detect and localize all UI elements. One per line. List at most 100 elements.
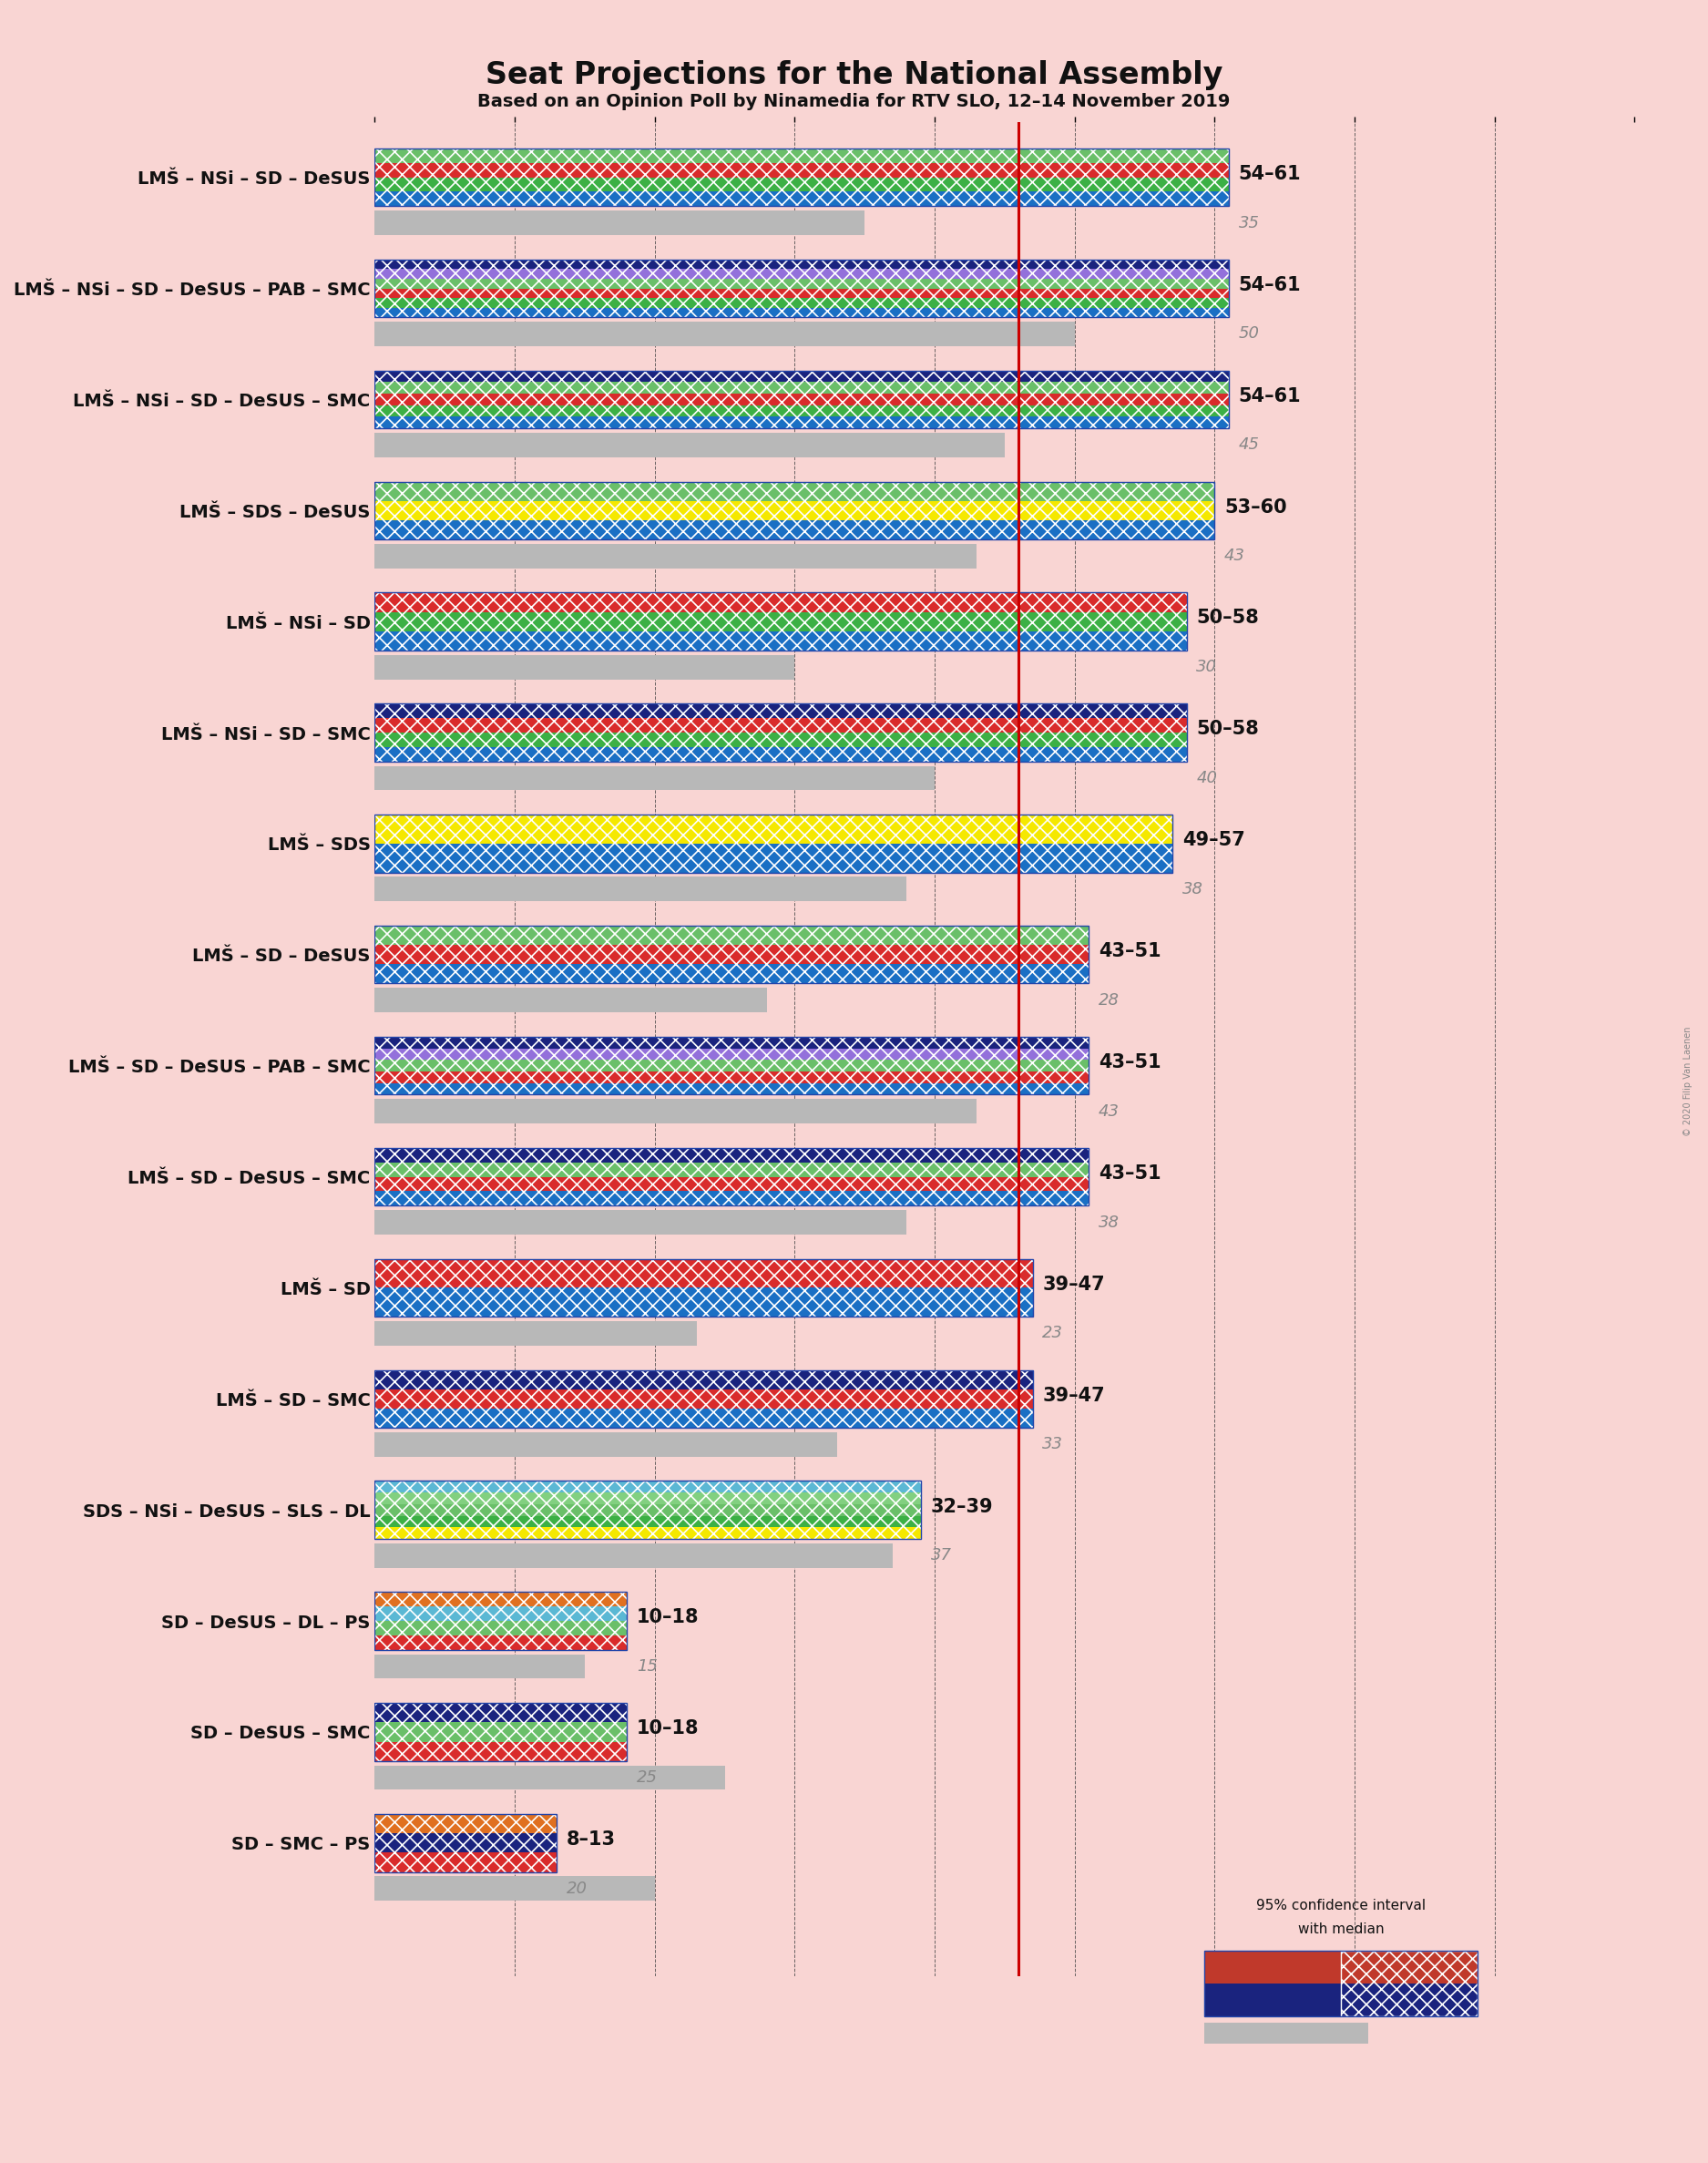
Text: 43–51: 43–51	[1098, 1053, 1161, 1071]
Bar	[374, 1369, 921, 1389]
Bar	[374, 703, 1187, 718]
Bar	[374, 279, 1228, 288]
Bar	[374, 1492, 823, 1503]
Text: 43–51: 43–51	[1098, 943, 1161, 960]
Text: 38: 38	[1098, 1213, 1119, 1231]
Bar	[374, 1635, 514, 1650]
Bar	[374, 1655, 584, 1678]
Text: 49–57: 49–57	[1182, 831, 1245, 850]
Bar	[374, 370, 1228, 383]
Text: 30: 30	[1196, 660, 1218, 675]
Bar	[374, 417, 1131, 428]
Bar	[977, 1192, 1088, 1205]
Text: 54–61: 54–61	[1238, 387, 1301, 404]
Bar	[977, 1162, 1088, 1177]
Bar	[374, 394, 1131, 404]
Text: Seat Projections for the National Assembly: Seat Projections for the National Assemb…	[485, 61, 1223, 91]
Text: 10–18: 10–18	[637, 1609, 699, 1627]
Bar	[374, 519, 1214, 539]
Bar	[1131, 268, 1228, 279]
Bar	[1131, 370, 1228, 383]
Bar	[374, 1149, 977, 1162]
Bar	[1074, 703, 1187, 718]
Bar	[823, 1492, 921, 1503]
Bar	[374, 844, 1173, 872]
Bar	[374, 815, 1173, 844]
Bar	[1131, 298, 1228, 307]
Bar	[823, 1482, 921, 1492]
Bar	[374, 307, 1228, 318]
Bar	[374, 1369, 1033, 1428]
Text: 40: 40	[1196, 770, 1218, 787]
Bar	[374, 268, 1228, 279]
Bar	[374, 1722, 514, 1741]
Bar	[374, 370, 1131, 383]
Text: 50–58: 50–58	[1196, 720, 1259, 738]
Bar	[514, 1635, 627, 1650]
Text: 43–51: 43–51	[1098, 1164, 1161, 1183]
Bar	[374, 733, 1187, 746]
Bar	[374, 383, 1228, 394]
Bar	[977, 1149, 1088, 1162]
Bar	[374, 1084, 977, 1094]
Bar	[374, 298, 1228, 307]
Bar	[374, 1741, 514, 1761]
Text: 43: 43	[1225, 547, 1245, 565]
Text: with median: with median	[1298, 1923, 1383, 1936]
Bar	[374, 1049, 977, 1060]
Bar	[1131, 177, 1228, 193]
Bar	[374, 404, 1228, 417]
Bar	[374, 260, 1228, 318]
Bar	[514, 1722, 627, 1741]
Text: 37: 37	[931, 1547, 951, 1564]
Bar	[374, 1834, 557, 1854]
Text: 50–58: 50–58	[1196, 610, 1259, 627]
Bar	[374, 1482, 921, 1538]
Text: 15: 15	[637, 1659, 658, 1674]
Bar	[1131, 288, 1228, 298]
Bar	[374, 593, 1187, 651]
Bar	[374, 1149, 1088, 1162]
Bar	[374, 1765, 724, 1789]
Bar	[374, 433, 1004, 456]
Text: Last result: Last result	[1250, 2027, 1322, 2040]
Bar	[374, 370, 1228, 428]
Bar	[374, 965, 977, 984]
Bar	[374, 149, 1228, 162]
Bar	[374, 1408, 1033, 1428]
Bar	[374, 1635, 627, 1650]
Bar	[487, 1834, 557, 1854]
Bar	[374, 1177, 1088, 1192]
Bar	[374, 1592, 627, 1607]
Bar	[374, 1741, 627, 1761]
Bar	[1131, 404, 1228, 417]
Text: 20: 20	[567, 1880, 588, 1897]
Bar	[921, 1369, 1033, 1389]
Bar	[374, 1389, 921, 1408]
Bar	[374, 703, 1074, 718]
Bar	[921, 1408, 1033, 1428]
Bar	[374, 210, 864, 236]
Bar	[1074, 593, 1187, 612]
Bar	[374, 1702, 627, 1761]
Bar	[1074, 733, 1187, 746]
Bar	[977, 965, 1088, 984]
Bar	[374, 1060, 977, 1071]
Bar	[374, 1620, 627, 1635]
Bar	[374, 593, 1074, 612]
Bar	[374, 926, 1088, 984]
Bar	[823, 1503, 921, 1516]
Bar	[374, 543, 977, 569]
Bar	[1061, 844, 1173, 872]
Bar	[374, 1482, 823, 1492]
Bar	[374, 1408, 921, 1428]
Bar	[1061, 815, 1173, 844]
Bar	[921, 1287, 1033, 1317]
Text: 54–61: 54–61	[1238, 164, 1301, 184]
Bar	[1131, 279, 1228, 288]
Bar	[374, 1259, 921, 1287]
Bar	[977, 1060, 1088, 1071]
Bar	[374, 655, 794, 679]
Bar	[374, 1875, 654, 1901]
Bar	[374, 404, 1131, 417]
